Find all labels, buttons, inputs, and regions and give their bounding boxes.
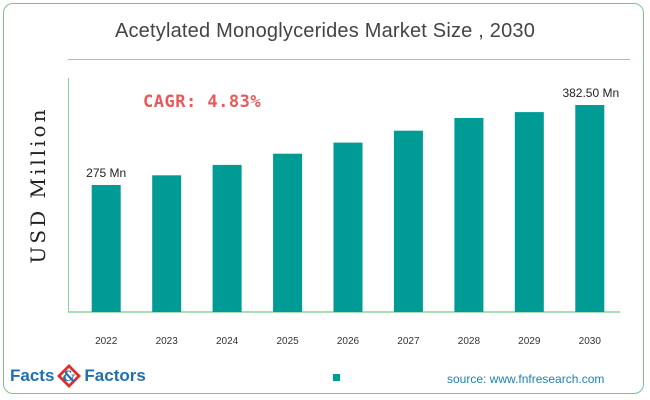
bar-2022 [91, 185, 121, 312]
bar-2028 [454, 118, 484, 312]
svg-text:&: & [63, 369, 76, 385]
bar-2026 [333, 142, 363, 312]
legend-swatch [333, 374, 340, 381]
chart-frame [3, 3, 644, 394]
chart-title: Acetylated Monoglycerides Market Size , … [114, 20, 536, 42]
bar-2024 [212, 164, 242, 312]
bar-2029 [514, 112, 544, 312]
cagr-annotation: CAGR: 4.83% [143, 92, 262, 112]
x-tick-label: 2023 [156, 336, 179, 347]
data-label: 382.50 Mn [562, 86, 619, 100]
bar-2030 [575, 105, 605, 312]
logo-word-factors: Factors [84, 366, 146, 385]
source-note: source: www.fnfresearch.com [447, 372, 605, 386]
x-tick-label: 2026 [337, 336, 360, 347]
ampersand-logo-icon: & [57, 364, 82, 388]
x-tick-label: 2025 [276, 336, 299, 347]
bar-2023 [152, 175, 182, 312]
x-tick-label: 2030 [579, 336, 602, 347]
facts-and-factors-logo: Facts & Factors [10, 362, 146, 390]
x-tick-label: 2027 [397, 336, 420, 347]
x-tick-label: 2028 [458, 336, 481, 347]
y-axis-line [68, 78, 69, 312]
x-tick-label: 2024 [216, 336, 239, 347]
bar-2025 [273, 153, 303, 312]
logo-word-facts: Facts [10, 366, 55, 385]
bar-2027 [393, 130, 423, 312]
title-divider [68, 59, 630, 60]
data-label: 275 Mn [86, 166, 126, 180]
x-tick-label: 2029 [518, 336, 541, 347]
x-tick-label: 2022 [95, 336, 118, 347]
